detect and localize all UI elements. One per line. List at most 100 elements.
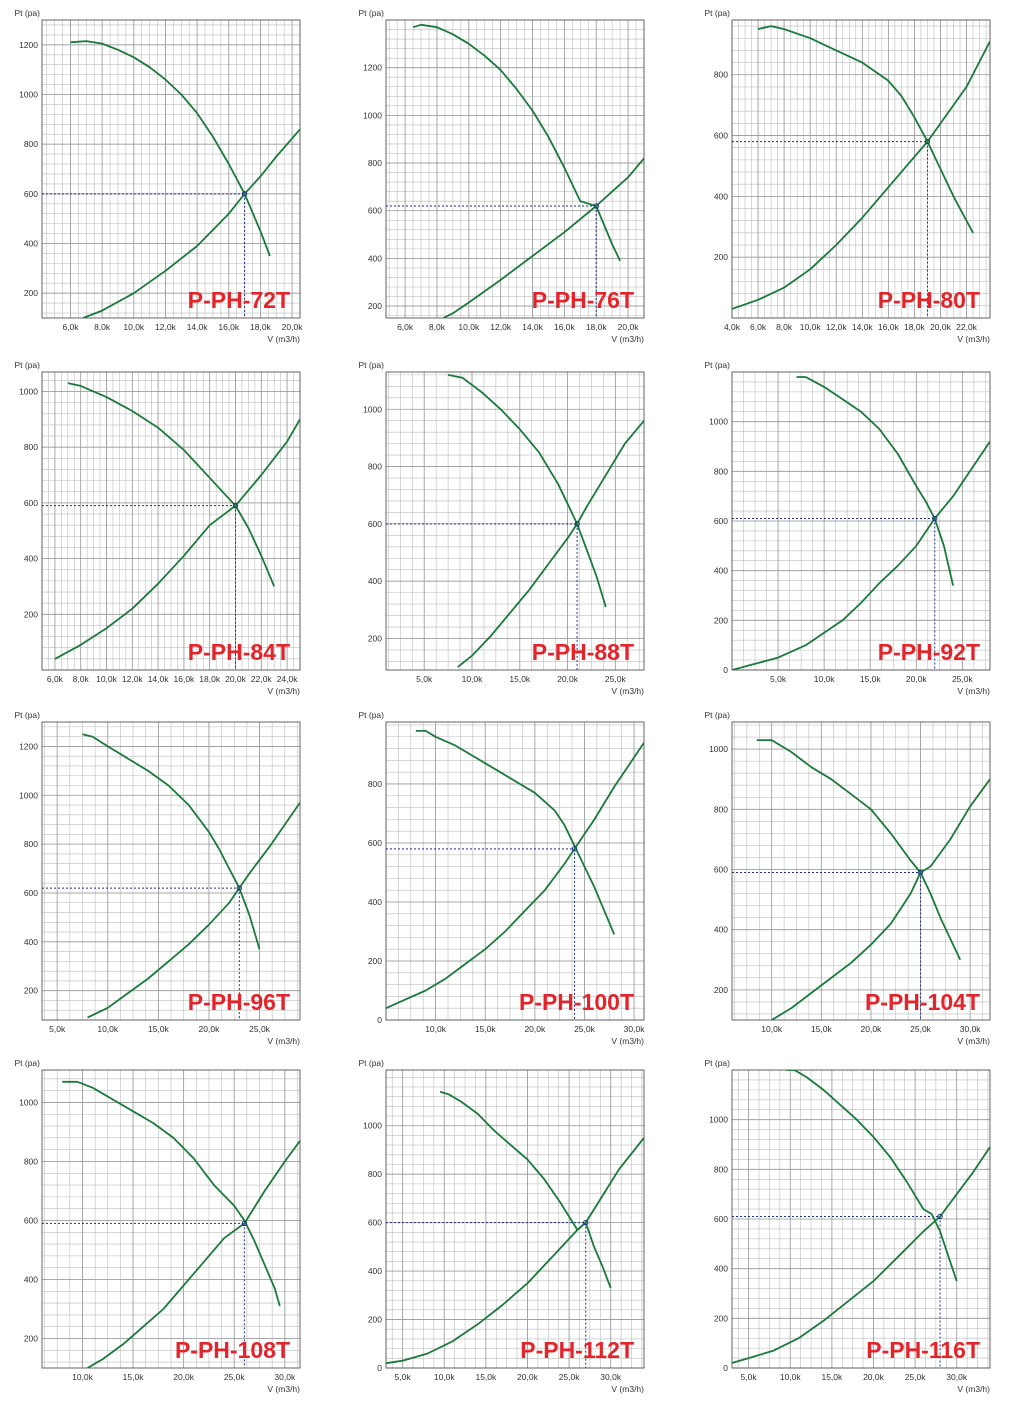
- axes-frame: [41, 1069, 301, 1369]
- x-tick-label: 14,0k: [522, 322, 544, 332]
- y-tick-label: 800: [714, 804, 728, 814]
- model-label: P-PH-100T: [519, 989, 634, 1015]
- y-tick-label: 200: [714, 985, 728, 995]
- fan-curve: [756, 739, 962, 961]
- x-tick-label: 14,0k: [187, 322, 209, 332]
- x-tick-label: 10,0k: [780, 1372, 802, 1382]
- y-tick-label: 400: [714, 191, 728, 201]
- x-tick-label: 8,0k: [94, 322, 111, 332]
- x-tick-label: 20,0k: [173, 1372, 195, 1382]
- x-tick-label: 10,0k: [458, 322, 480, 332]
- x-tick-label: 12,0k: [122, 674, 144, 684]
- chart-svg: 5,0k 10,0k 15,0k 20,0k 25,0k 200 400 600 800 1000…: [358, 360, 645, 696]
- x-tick-label: 5,0k: [49, 1024, 66, 1034]
- y-tick-label: 1000: [363, 404, 382, 414]
- y-tick-label: 800: [368, 779, 382, 789]
- y-axis-label: Pt (pa): [704, 8, 730, 18]
- chart-svg: 5,0k 10,0k 15,0k 20,0k 25,0k 30,0k 0 200 400 600 8…: [358, 1058, 645, 1394]
- y-tick-label: 600: [24, 1215, 38, 1225]
- x-tick-label: 18,0k: [904, 322, 926, 332]
- x-tick-label: 20,0k: [517, 1372, 539, 1382]
- fan-curve: [439, 1090, 612, 1289]
- x-axis-label: V (m3/h): [611, 334, 644, 344]
- chart-p-ph-80t: 4,0k 6,0k 8,0k 10,0k 12,0k 14,0k 16,0k 18,0k 20,…: [690, 0, 1033, 352]
- operating-point-marker: [236, 885, 242, 891]
- x-tick-label: 5,0k: [770, 674, 787, 684]
- x-tick-label: 15,0k: [123, 1372, 145, 1382]
- x-tick-label: 5,0k: [741, 1372, 758, 1382]
- y-tick-label: 600: [24, 189, 38, 199]
- axes-frame: [731, 19, 991, 319]
- y-tick-label: 400: [368, 576, 382, 586]
- fan-curve: [70, 40, 271, 257]
- y-axis-label: Pt (pa): [358, 1058, 384, 1068]
- model-label: P-PH-116T: [866, 1337, 980, 1363]
- x-tick-label: 15,0k: [148, 1024, 170, 1034]
- y-tick-label: 400: [24, 937, 38, 947]
- y-axis-label: Pt (pa): [14, 1058, 40, 1068]
- x-tick-label: 10,0k: [123, 322, 145, 332]
- x-tick-label: 14,0k: [852, 322, 874, 332]
- y-tick-label: 400: [714, 566, 728, 576]
- y-tick-label: 200: [368, 956, 382, 966]
- x-tick-label: 20,0k: [199, 1024, 221, 1034]
- y-tick-label: 800: [714, 1164, 728, 1174]
- y-tick-label: 400: [24, 554, 38, 564]
- axes-frame: [41, 19, 301, 319]
- x-tick-label: 4,0k: [724, 322, 741, 332]
- axes-frame: [731, 1069, 991, 1369]
- y-tick-label: 200: [24, 609, 38, 619]
- y-tick-label: 200: [24, 1333, 38, 1343]
- system-curve: [87, 1140, 300, 1368]
- y-tick-label: 800: [714, 70, 728, 80]
- model-label: P-PH-104T: [865, 989, 980, 1015]
- y-tick-label: 1000: [709, 1115, 728, 1125]
- plot-area: [732, 20, 990, 318]
- axes-frame: [41, 371, 301, 671]
- y-tick-label: 800: [368, 158, 382, 168]
- y-axis-label: Pt (pa): [358, 710, 384, 720]
- y-tick-label: 200: [714, 615, 728, 625]
- x-tick-label: 25,0k: [905, 1372, 927, 1382]
- y-tick-label: 400: [714, 925, 728, 935]
- x-tick-label: 15,0k: [860, 674, 882, 684]
- x-axis-label: V (m3/h): [957, 1036, 990, 1046]
- y-tick-label: 600: [714, 516, 728, 526]
- x-tick-label: 10,0k: [800, 322, 822, 332]
- axes-frame: [385, 721, 645, 1021]
- y-tick-label: 200: [368, 301, 382, 311]
- y-axis-label: Pt (pa): [704, 360, 730, 370]
- x-tick-label: 6,0k: [62, 322, 79, 332]
- model-label: P-PH-76T: [532, 287, 634, 313]
- axes-frame: [41, 721, 301, 1021]
- x-tick-label: 10,0k: [72, 1372, 94, 1382]
- y-axis-label: Pt (pa): [358, 8, 384, 18]
- system-curve: [82, 128, 300, 318]
- y-tick-label: 400: [24, 239, 38, 249]
- y-tick-label: 600: [714, 1214, 728, 1224]
- y-tick-label: 600: [714, 864, 728, 874]
- chart-p-ph-100t: 10,0k 15,0k 20,0k 25,0k 30,0k 0 200 400 600 800 Pt…: [344, 702, 687, 1054]
- plot-area: [386, 20, 644, 318]
- operating-point-marker: [917, 869, 924, 876]
- x-tick-label: 20,0k: [861, 1024, 883, 1034]
- plot-area: [42, 20, 300, 318]
- chart-p-ph-116t: 5,0k 10,0k 15,0k 20,0k 25,0k 30,0k 0 200 400 600 8…: [690, 1050, 1033, 1402]
- x-tick-label: 30,0k: [600, 1372, 622, 1382]
- chart-p-ph-108t: 10,0k 15,0k 20,0k 25,0k 30,0k 200 400 600 800 100…: [0, 1050, 343, 1402]
- y-tick-label: 1200: [363, 63, 382, 73]
- fan-curve: [67, 382, 276, 587]
- axes-frame: [385, 371, 645, 671]
- y-axis-label: Pt (pa): [14, 8, 40, 18]
- y-tick-label: 400: [368, 253, 382, 263]
- operating-point-marker: [241, 1220, 248, 1227]
- x-axis-label: V (m3/h): [267, 686, 300, 696]
- system-curve: [457, 420, 644, 668]
- x-tick-label: 25,0k: [574, 1024, 596, 1034]
- x-tick-label: 10,0k: [761, 1024, 783, 1034]
- x-tick-label: 20,0k: [863, 1372, 885, 1382]
- x-tick-label: 12,0k: [490, 322, 512, 332]
- axes-frame: [731, 721, 991, 1021]
- y-tick-label: 200: [368, 633, 382, 643]
- grid: [386, 1070, 644, 1369]
